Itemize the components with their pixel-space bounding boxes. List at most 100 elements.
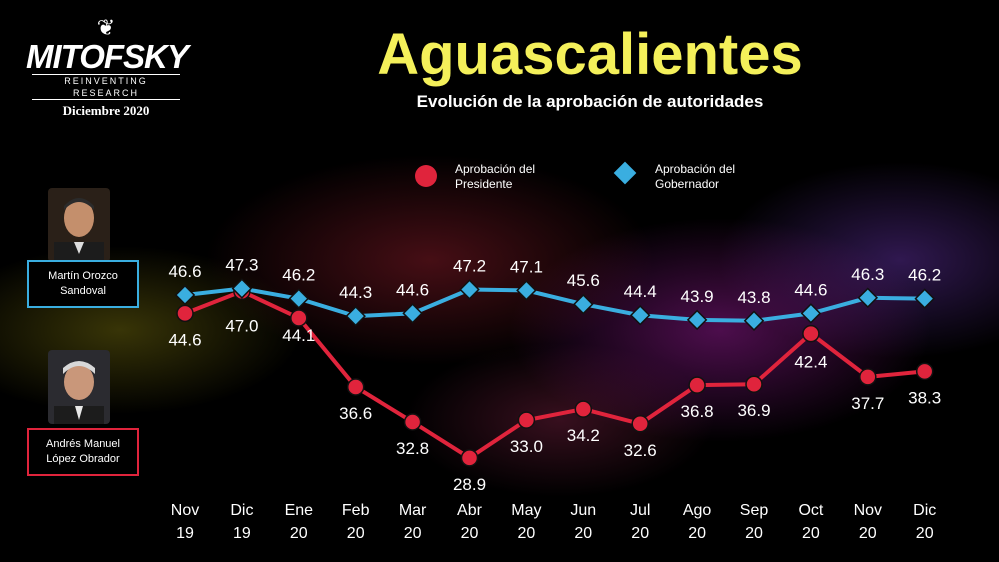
governor-point [800, 303, 822, 324]
x-tick-label-year: 20 [916, 525, 934, 542]
president-data-label: 36.6 [339, 404, 372, 423]
report-date: Diciembre 2020 [62, 103, 150, 118]
president-data-label: 33.0 [510, 437, 543, 456]
president-name-box: Andrés Manuel López Obrador [27, 428, 139, 476]
logo-name: MITOFSKY [26, 38, 189, 75]
x-tick-label-month: Nov [171, 502, 199, 519]
x-tick-label-year: 20 [518, 525, 536, 542]
x-tick-label-year: 19 [233, 525, 251, 542]
governor-data-label: 43.9 [681, 287, 714, 306]
president-data-label: 32.6 [624, 441, 657, 460]
governor-avatar-icon [48, 188, 110, 262]
legend-president-line1: Aprobación del [455, 162, 536, 176]
president-point [517, 411, 536, 429]
president-point [859, 368, 877, 386]
president-point [460, 449, 479, 467]
governor-data-label: 44.3 [339, 283, 372, 302]
president-data-label: 32.8 [396, 439, 429, 458]
chart-subtitle: Evolución de la aprobación de autoridade… [416, 92, 764, 111]
president-point [915, 362, 934, 381]
governor-data-label: 44.4 [624, 282, 657, 301]
president-avatar-icon [48, 350, 110, 424]
x-tick-label-month: Mar [399, 502, 427, 519]
governor-name-line2: Sandoval [60, 285, 106, 297]
president-data-label: 36.9 [737, 401, 770, 420]
president-point [290, 309, 308, 327]
governor-data-label: 47.3 [225, 256, 258, 275]
governor-data-label: 46.6 [168, 262, 201, 281]
x-tick-label-year: 20 [745, 525, 763, 542]
mitofsky-logo: ❦ MITOFSKY REINVENTING RESEARCH Diciembr… [26, 15, 189, 119]
legend-governor: Aprobación del Gobernador [655, 162, 735, 192]
president-data-label: 38.3 [908, 388, 941, 407]
x-tick-label-year: 19 [176, 525, 194, 542]
president-data-label: 34.2 [567, 426, 600, 445]
x-tick-label-year: 20 [290, 525, 308, 542]
president-data-label: 28.9 [453, 475, 486, 494]
governor-point [573, 293, 594, 315]
governor-point [402, 303, 423, 324]
president-point [688, 376, 706, 394]
x-tick-label-year: 20 [688, 525, 706, 542]
x-tick-label-year: 20 [631, 525, 649, 542]
governor-name-line1: Martín Orozco [48, 270, 118, 282]
governor-point [914, 288, 935, 309]
x-tick-label-year: 20 [347, 525, 365, 542]
governor-point [857, 287, 879, 309]
logo-tagline: REINVENTING RESEARCH [32, 74, 180, 100]
president-data-label: 36.8 [681, 402, 714, 421]
x-tick-label-year: 20 [404, 525, 422, 542]
x-tick-label-month: Sep [740, 502, 769, 519]
president-data-label: 44.6 [168, 330, 201, 349]
governor-data-label: 45.6 [567, 271, 600, 290]
governor-point [686, 309, 708, 331]
legend-governor-line1: Aprobación del [655, 162, 736, 176]
x-tick-label-month: Nov [854, 502, 882, 519]
president-point [346, 378, 365, 396]
bird-logo-icon: ❦ [96, 15, 116, 40]
governor-point [516, 280, 537, 301]
governor-point [288, 288, 310, 309]
legend-president: Aprobación del Presidente [455, 162, 535, 192]
president-point [574, 400, 593, 418]
president-data-label: 37.7 [851, 394, 884, 413]
president-point [403, 413, 422, 431]
x-tick-label-month: Dic [230, 502, 253, 519]
x-tick-label-year: 20 [802, 525, 820, 542]
president-name-line1: Andrés Manuel [46, 438, 120, 450]
governor-point [231, 278, 253, 299]
governor-point [743, 310, 765, 332]
governor-portrait [48, 188, 110, 262]
x-tick-label-year: 20 [574, 525, 592, 542]
governor-point [629, 304, 651, 326]
x-tick-label-year: 20 [461, 525, 479, 542]
president-point [176, 304, 194, 323]
x-tick-label-month: Jun [570, 502, 596, 519]
governor-series-line [184, 286, 925, 323]
legend-governor-line2: Gobernador [655, 177, 720, 191]
x-tick-label-month: Abr [457, 502, 483, 519]
president-name-line2: López Obrador [46, 453, 120, 465]
legend-governor-marker [613, 161, 637, 185]
president-portrait [48, 350, 110, 424]
chart-title: Aguascalientes [377, 22, 803, 87]
x-tick-label-month: Dic [913, 502, 936, 519]
governor-point [174, 284, 196, 306]
president-point [745, 375, 763, 393]
president-point [631, 415, 649, 433]
x-tick-label-month: Jul [630, 502, 650, 519]
x-tick-label-month: Feb [342, 502, 370, 519]
governor-data-label: 47.1 [510, 257, 543, 276]
governor-data-label: 43.8 [737, 288, 770, 307]
governor-data-label: 46.2 [282, 266, 315, 285]
president-data-label: 42.4 [794, 353, 827, 372]
legend-president-marker [415, 165, 437, 187]
governor-point [459, 279, 480, 300]
governor-data-label: 44.6 [396, 280, 429, 299]
governor-data-label: 47.2 [453, 256, 486, 275]
governor-data-label: 46.2 [908, 266, 941, 285]
president-data-label: 47.0 [225, 316, 258, 335]
governor-data-label: 44.6 [794, 280, 827, 299]
